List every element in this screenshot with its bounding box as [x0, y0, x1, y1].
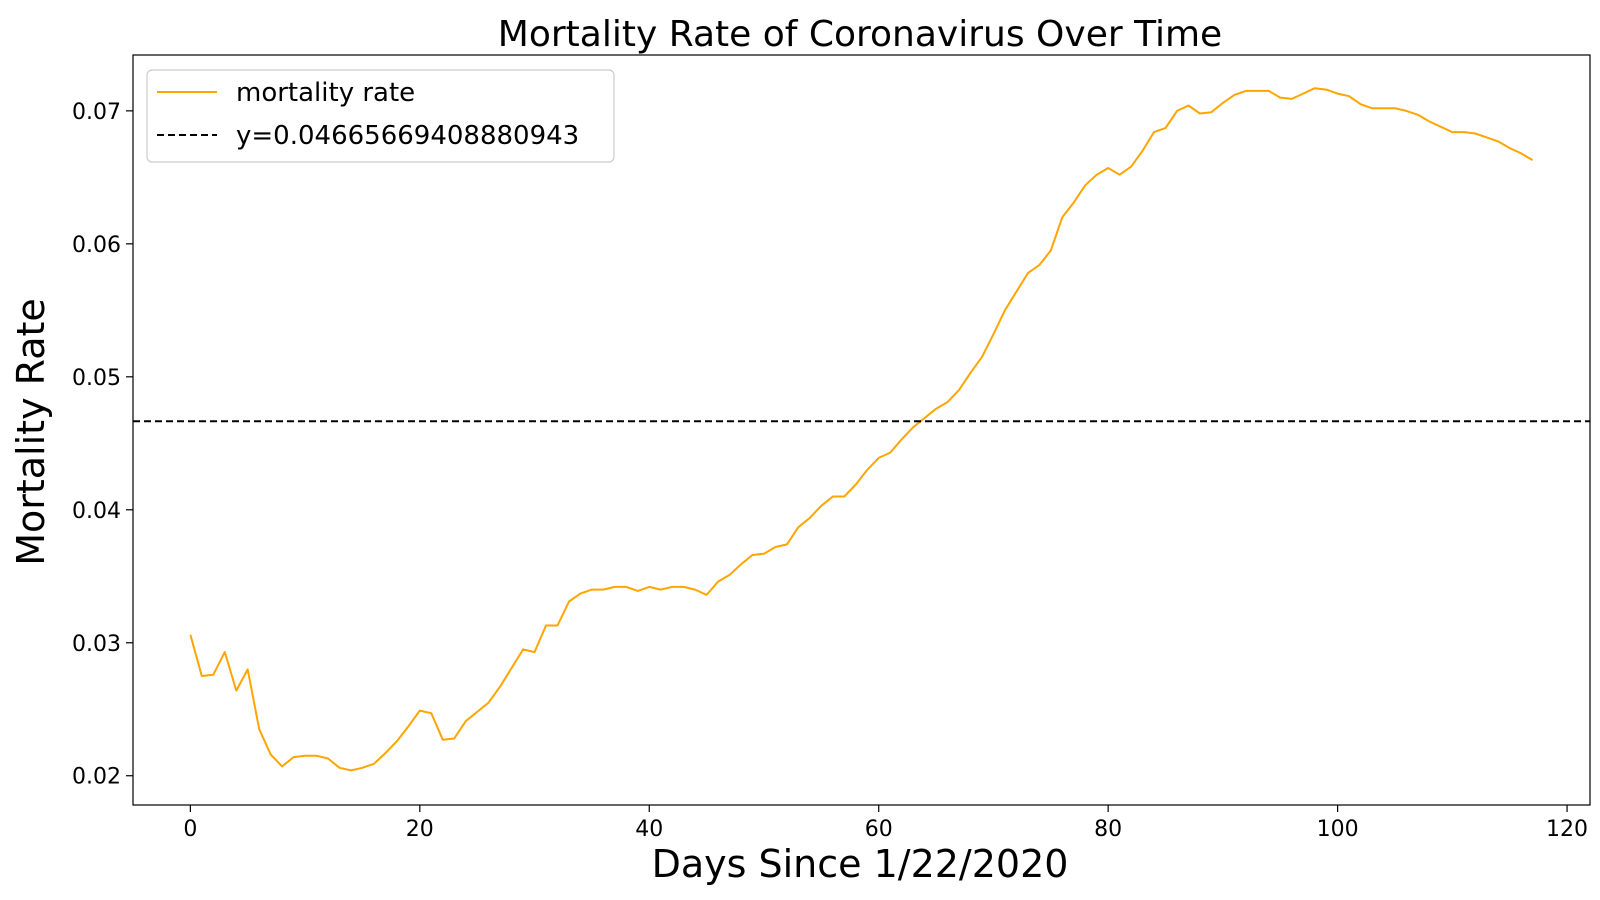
y-axis-label: Mortality Rate: [9, 298, 53, 566]
legend-label-mean-line: y=0.04665669408880943: [236, 121, 579, 151]
chart-title: Mortality Rate of Coronavirus Over Time: [498, 14, 1222, 55]
x-tick-label: 20: [406, 817, 434, 842]
y-tick-label: 0.05: [72, 366, 121, 391]
legend-box: [146, 69, 615, 163]
x-tick-label: 40: [635, 817, 663, 842]
series-line-mortality-rate: [189, 87, 1534, 772]
y-tick-label: 0.03: [72, 632, 121, 657]
y-tick-label: 0.04: [72, 499, 121, 524]
x-tick-label: 120: [1546, 817, 1588, 842]
axis-ticks: 0 20 40 60 80 100 120 0.02 0.03 0.04 0.05 0.06 0.07: [72, 100, 1588, 842]
y-tick-label: 0.02: [72, 765, 121, 790]
plot-area: [132, 54, 1591, 806]
x-tick-label: 0: [183, 817, 197, 842]
legend: mortality rate y=0.04665669408880943: [146, 69, 615, 163]
x-tick-label: 60: [865, 817, 893, 842]
y-tick-label: 0.06: [72, 233, 121, 258]
x-axis-label: Days Since 1/22/2020: [652, 842, 1069, 886]
x-tick-label: 80: [1094, 817, 1122, 842]
x-tick-label: 100: [1317, 817, 1359, 842]
legend-label-mortality-rate: mortality rate: [236, 78, 415, 108]
plot-frame: [132, 54, 1591, 806]
y-tick-label: 0.07: [72, 100, 121, 125]
